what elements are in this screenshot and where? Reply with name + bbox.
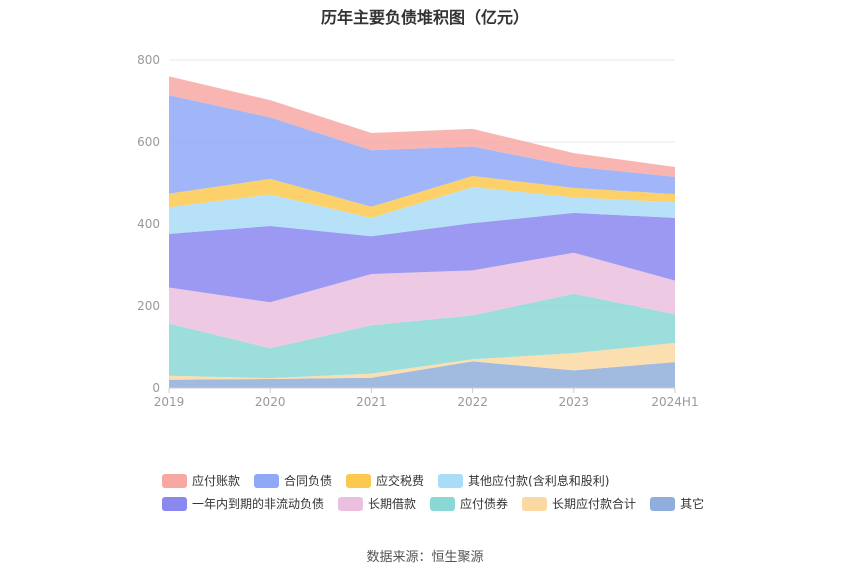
legend-item[interactable]: 其它 bbox=[650, 495, 704, 512]
y-tick-label: 200 bbox=[137, 299, 160, 313]
chart-title: 历年主要负债堆积图（亿元） bbox=[320, 8, 529, 27]
legend-label: 应付债券 bbox=[460, 497, 509, 511]
legend-swatch bbox=[650, 496, 676, 511]
area-series-其他应付款(含利息和股利) bbox=[169, 187, 675, 237]
legend-swatch bbox=[522, 496, 548, 511]
area-series-其它 bbox=[169, 361, 675, 388]
legend-label: 应交税费 bbox=[376, 474, 425, 488]
legend-row: 应付账款 合同负债 应交税费 其他应付款(含利息和股利) bbox=[162, 472, 722, 489]
legend-swatch bbox=[430, 496, 456, 511]
y-tick-label: 400 bbox=[137, 217, 160, 231]
legend-label: 其他应付款(含利息和股利) bbox=[468, 474, 610, 488]
x-tick-label: 2024H1 bbox=[651, 395, 698, 409]
legend-item[interactable]: 应交税费 bbox=[346, 472, 424, 489]
legend-label: 长期借款 bbox=[368, 497, 417, 511]
legend-row: 一年内到期的非流动负债 长期借款 应付债券 长期应付款合计 其它 bbox=[162, 495, 722, 512]
area-series-合同负债 bbox=[169, 95, 675, 207]
legend-swatch bbox=[346, 473, 372, 488]
legend-item[interactable]: 应付债券 bbox=[430, 495, 508, 512]
stacked-area-chart: 0 200 400 600 800 2019 2020 2021 2022 2023 2024H1 bbox=[137, 53, 699, 409]
area-series bbox=[169, 76, 675, 388]
legend-label: 其它 bbox=[680, 497, 705, 511]
y-tick-label: 600 bbox=[137, 135, 160, 149]
legend-item[interactable]: 一年内到期的非流动负债 bbox=[162, 495, 324, 512]
legend-swatch bbox=[254, 473, 280, 488]
x-tick-label: 2023 bbox=[559, 395, 590, 409]
x-tick-label: 2020 bbox=[255, 395, 286, 409]
x-tick-label: 2021 bbox=[356, 395, 387, 409]
area-series-应付账款 bbox=[169, 76, 675, 177]
legend-swatch bbox=[162, 473, 187, 488]
legend-swatch bbox=[338, 496, 364, 511]
legend-label: 应付账款 bbox=[192, 474, 241, 488]
legend-swatch bbox=[438, 473, 464, 488]
y-tick-label: 800 bbox=[137, 53, 160, 67]
area-series-长期借款 bbox=[169, 252, 675, 349]
legend-label: 一年内到期的非流动负债 bbox=[192, 497, 325, 511]
y-tick-label: 0 bbox=[152, 381, 160, 395]
legend-swatch bbox=[162, 496, 187, 511]
legend-label: 合同负债 bbox=[284, 474, 333, 488]
axes: 0 200 400 600 800 2019 2020 2021 2022 2023 2024H1 bbox=[137, 53, 699, 409]
data-source-note: 数据来源：恒生聚源 bbox=[366, 550, 484, 565]
legend-item[interactable]: 合同负债 bbox=[254, 472, 332, 489]
legend-item[interactable]: 长期借款 bbox=[338, 495, 416, 512]
legend-item[interactable]: 其他应付款(含利息和股利) bbox=[438, 472, 609, 489]
legend-item[interactable]: 长期应付款合计 bbox=[522, 495, 636, 512]
x-tick-label: 2022 bbox=[457, 395, 488, 409]
legend-label: 长期应付款合计 bbox=[552, 497, 637, 511]
area-series-长期应付款合计 bbox=[169, 342, 675, 380]
area-series-应付债券 bbox=[169, 293, 675, 379]
legend: 应付账款 合同负债 应交税费 其他应付款(含利息和股利) 一年内到期的非流动负债 长期借款… bbox=[162, 472, 722, 518]
area-series-应交税费 bbox=[169, 176, 675, 218]
legend-item[interactable]: 应付账款 bbox=[162, 472, 240, 489]
x-tick-label: 2019 bbox=[154, 395, 185, 409]
area-series-一年内到期的非流动负债 bbox=[169, 212, 675, 303]
